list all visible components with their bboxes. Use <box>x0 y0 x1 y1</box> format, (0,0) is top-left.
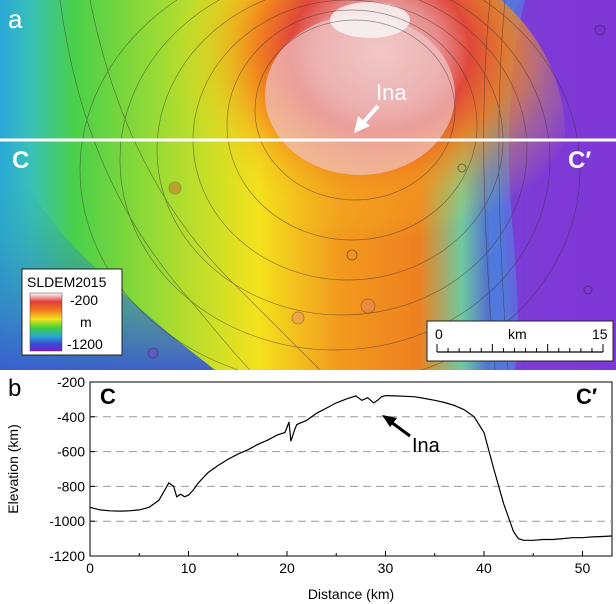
x-axis: 0 10 20 30 40 50 <box>86 551 590 576</box>
panel-b-label: b <box>8 375 21 402</box>
profile-panel: b -200 -400 -600 -800 -1000 -1200 0 10 20 30 40 50… <box>5 374 613 602</box>
x-tick-label: 0 <box>86 560 94 576</box>
legend-title: SLDEM2015 <box>27 274 107 290</box>
map-summit <box>330 2 410 38</box>
profile-start-label-b: C <box>100 384 116 409</box>
legend-colorbar <box>29 292 63 352</box>
ina-annotation-arrow-shaft <box>390 420 411 438</box>
legend-box: SLDEM2015 -200 m -1200 <box>21 268 123 356</box>
scale-bar-ticks <box>436 344 604 352</box>
ina-annotation-label: Ina <box>412 435 441 457</box>
ina-map-arrowhead <box>354 116 370 133</box>
y-axis: -200 -400 -600 -800 -1000 -1200 <box>49 374 95 564</box>
plot-frame <box>89 381 613 557</box>
y-tick-label: -400 <box>57 409 85 425</box>
y-tick-label: -200 <box>57 374 85 390</box>
y-tick-label: -1200 <box>49 548 85 564</box>
x-tick-label: 40 <box>476 560 492 576</box>
legend-max-label: -200 <box>70 292 98 308</box>
legend-unit: m <box>80 314 92 330</box>
profile-end-label: C′ <box>568 147 591 174</box>
x-tick-label: 20 <box>279 560 295 576</box>
legend-min-label: -1200 <box>67 336 103 352</box>
ina-annotation-arrowhead <box>382 415 397 427</box>
y-axis-label: Elevation (km) <box>5 424 21 513</box>
scale-bar-start: 0 <box>435 326 443 342</box>
x-axis-label: Distance (km) <box>308 586 394 602</box>
contour-lines <box>59 0 581 370</box>
map-panel: a C C′ Ina SLDEM2015 -200 m -1200 0 km 1… <box>0 0 616 370</box>
profile-start-label: C <box>12 147 29 174</box>
scale-bar: 0 km 15 <box>426 320 614 362</box>
craters <box>34 24 606 359</box>
y-tick-label: -600 <box>57 444 85 460</box>
x-tick-label: 30 <box>378 560 394 576</box>
y-tick-label: -800 <box>57 478 85 494</box>
x-tick-label: 10 <box>181 560 197 576</box>
ina-map-arrow-shaft <box>360 104 380 126</box>
profile-end-label-b: C′ <box>576 384 597 409</box>
scale-bar-unit: km <box>508 326 527 342</box>
map-dome-plateau <box>265 15 455 175</box>
panel-a-label: a <box>8 4 23 34</box>
ina-map-label: Ina <box>376 80 407 105</box>
scale-bar-end: 15 <box>592 326 608 342</box>
grid-lines <box>90 416 612 522</box>
y-tick-label: -1000 <box>49 513 85 529</box>
x-tick-label: 50 <box>575 560 591 576</box>
elevation-profile-line <box>89 394 613 541</box>
